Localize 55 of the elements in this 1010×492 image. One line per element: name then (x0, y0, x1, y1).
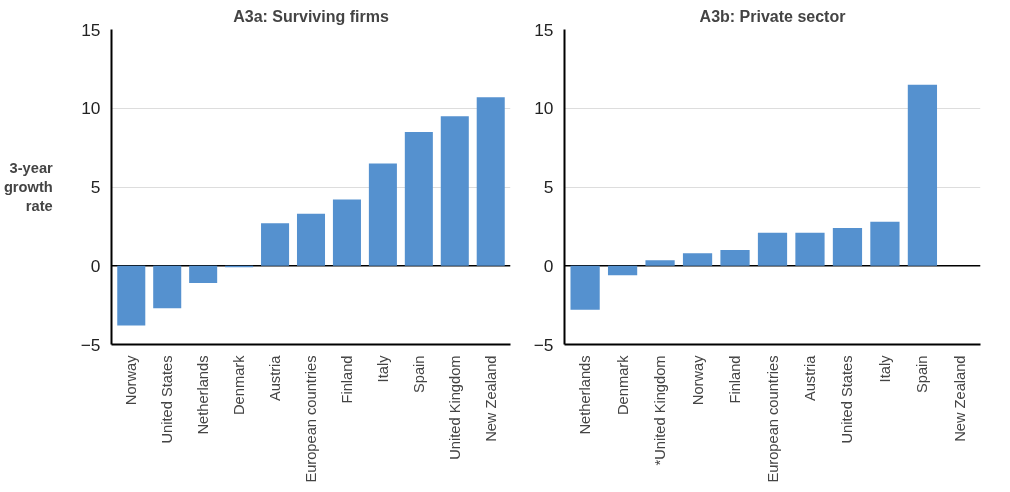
bar (153, 265, 182, 309)
x-tick-label: Austria (801, 354, 818, 402)
bar (795, 232, 825, 266)
bar (757, 232, 788, 266)
x-tick-label: Norway (123, 354, 140, 406)
bar (440, 116, 469, 266)
bar (870, 221, 900, 266)
bar (720, 250, 750, 266)
bar (368, 163, 397, 266)
bar (645, 260, 675, 266)
x-tick-label: New Zealand (482, 355, 499, 442)
x-tick-label: Italy (876, 354, 893, 383)
y-axis-title: 3-year growth rate (3, 159, 54, 215)
bar (332, 199, 361, 266)
bar (907, 84, 938, 266)
x-tick-label: Italy (374, 354, 391, 383)
y-tick-label: 15 (534, 19, 554, 40)
bar (404, 131, 433, 266)
bar (570, 265, 600, 310)
bar (189, 265, 218, 284)
x-tick-label: United States (839, 355, 856, 444)
bar (296, 213, 326, 266)
bar (117, 265, 146, 326)
y-tick-label: 0 (90, 255, 101, 276)
x-tick-label: Spain (914, 355, 931, 393)
x-tick-label: Austria (267, 354, 284, 402)
chart-title: A3b: Private sector (699, 7, 846, 25)
bar (607, 265, 638, 276)
x-tick-label: Netherlands (577, 355, 594, 435)
y-tick-label: 5 (90, 177, 101, 197)
x-tick-label: Denmark (231, 354, 248, 415)
bar (832, 227, 863, 266)
bar (261, 223, 290, 266)
y-tick-label: 10 (81, 98, 101, 119)
x-tick-label: *United Kingdom (652, 355, 669, 466)
y-tick-label: −5 (533, 334, 554, 355)
x-tick-label: Denmark (614, 354, 631, 415)
x-tick-label: New Zealand (951, 355, 968, 442)
y-tick-label: 15 (81, 19, 101, 40)
x-tick-label: Finland (727, 355, 744, 404)
x-tick-label: Spain (410, 355, 427, 393)
x-tick-label: European countries (303, 355, 319, 483)
bar (476, 97, 505, 266)
y-tick-label: 5 (543, 177, 554, 197)
x-tick-label: United Kingdom (446, 355, 463, 460)
y-tick-label: −5 (80, 334, 101, 355)
x-tick-label: European countries (764, 355, 781, 483)
y-tick-label: 0 (543, 255, 554, 276)
x-tick-label: Netherlands (195, 355, 212, 435)
x-tick-label: United States (159, 355, 176, 444)
y-tick-label: 10 (534, 98, 554, 119)
x-tick-label: Norway (689, 354, 706, 406)
x-tick-label: Finland (338, 355, 355, 404)
bar (682, 253, 713, 266)
chart-title: A3a: Surviving firms (233, 7, 389, 25)
